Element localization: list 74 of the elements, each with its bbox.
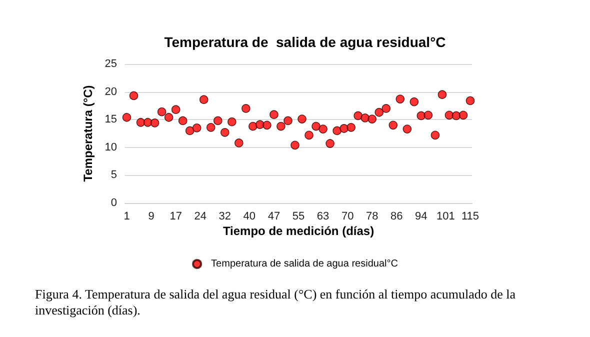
- point: [262, 120, 272, 130]
- point: [396, 94, 405, 104]
- point: [374, 108, 384, 117]
- point: [284, 116, 292, 126]
- point: [150, 118, 160, 128]
- point: [248, 122, 258, 131]
- point: [213, 116, 222, 126]
- x-tick-label: 63: [316, 210, 330, 222]
- point: [410, 97, 419, 106]
- y-tick-label: 15: [104, 114, 117, 126]
- point: [452, 111, 461, 120]
- x-tick-label: 24: [194, 210, 206, 222]
- point: [122, 112, 132, 122]
- x-tick-label: 1: [124, 210, 130, 222]
- point: [164, 112, 174, 122]
- point: [242, 104, 250, 113]
- point: [346, 122, 356, 132]
- point: [129, 91, 138, 100]
- point: [340, 124, 348, 133]
- point: [430, 130, 440, 140]
- y-tick-label: 10: [104, 141, 117, 154]
- point: [185, 126, 194, 136]
- x-tick-label: 70: [341, 210, 354, 222]
- x-tick-label: 115: [461, 210, 480, 222]
- y-tick-label: 20: [104, 86, 117, 98]
- point: [276, 122, 286, 131]
- x-tick-label: 78: [366, 210, 378, 222]
- point: [220, 128, 230, 137]
- point: [466, 96, 475, 106]
- point: [157, 107, 166, 116]
- chart-title: Temperatura de salida de agua residual°C: [164, 34, 446, 50]
- point: [270, 110, 278, 119]
- x-tick-label: 55: [292, 210, 305, 222]
- x-tick-label: 94: [415, 210, 428, 222]
- point: [192, 124, 202, 132]
- point: [290, 140, 300, 150]
- point: [360, 114, 370, 122]
- point: [256, 120, 264, 129]
- point: [206, 122, 216, 132]
- point: [199, 95, 208, 104]
- point: [312, 122, 320, 131]
- x-tick-label: 32: [218, 210, 232, 222]
- point: [326, 139, 334, 148]
- x-tick-label: 101: [436, 210, 455, 222]
- point: [171, 105, 180, 114]
- point: [354, 111, 362, 120]
- point: [304, 130, 314, 140]
- x-axis-title: Tiempo de medición (días): [222, 224, 374, 238]
- point: [228, 117, 236, 126]
- point: [178, 116, 188, 126]
- y-axis-title: Temperatura (°C): [80, 85, 95, 182]
- point: [444, 110, 454, 120]
- x-tick-label: 86: [390, 210, 403, 222]
- legend-label: Temperatura de salida de agua residual°C: [211, 258, 398, 270]
- point: [318, 124, 328, 134]
- point: [298, 114, 306, 124]
- point: [402, 124, 412, 134]
- point: [382, 104, 391, 113]
- x-tick-label: 9: [148, 210, 154, 222]
- point: [458, 110, 468, 120]
- point: [332, 126, 342, 136]
- point: [368, 114, 377, 124]
- point: [388, 120, 398, 130]
- y-tick-label: 0: [110, 197, 117, 209]
- point: [234, 138, 244, 148]
- point: [438, 90, 447, 99]
- y-tick-label: 25: [104, 58, 117, 70]
- point: [416, 111, 426, 120]
- x-tick-label: 40: [243, 210, 256, 222]
- text: Figura 4. Temperatura de salida del agua residual (°C) en función al tiempo acumulado de la investigación (días).: [35, 286, 519, 318]
- y-tick-label: 5: [110, 169, 117, 182]
- point: [424, 110, 433, 120]
- x-tick-label: 47: [268, 210, 280, 222]
- x-tick-label: 17: [170, 210, 182, 222]
